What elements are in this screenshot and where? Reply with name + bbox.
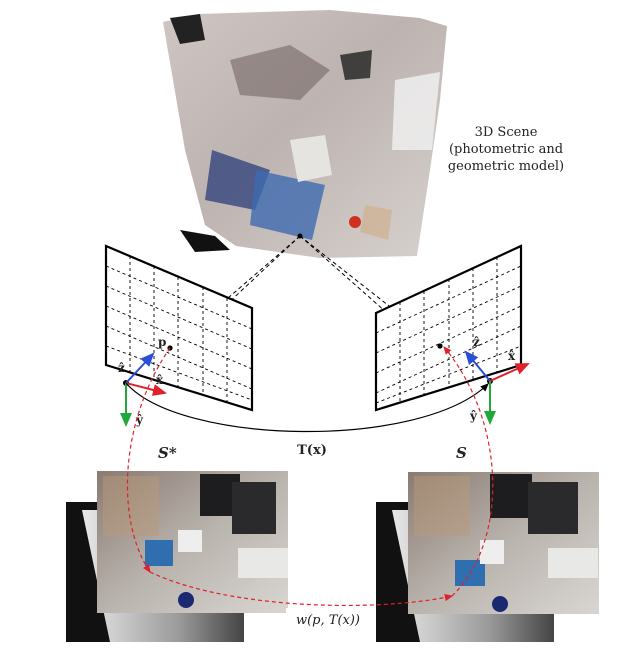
warp-path-left: [126, 347, 171, 573]
right-z-label: ẑ: [473, 335, 480, 349]
left-x-axis: [125, 382, 167, 396]
right-image-plane: [374, 244, 523, 412]
right-x-label: x̂: [508, 349, 516, 363]
transform-arc: [125, 382, 489, 433]
right-projected-point: [437, 343, 443, 349]
scene-subtitle-line1: (photometric and: [449, 142, 563, 157]
scene-title: 3D Scene: [475, 125, 538, 140]
warp-path-right: [443, 346, 494, 597]
left-y-label: ŷ: [135, 413, 144, 427]
scene-point-cloud: [163, 10, 447, 258]
left-z-axis: [125, 352, 155, 384]
left-camera-frame: [120, 352, 167, 427]
warp-path-bottom: [149, 571, 454, 607]
right-surface-label: S: [456, 444, 467, 462]
right-rgb-image: [408, 472, 599, 614]
right-x-axis: [489, 363, 530, 382]
right-z-axis: [464, 350, 491, 382]
right-camera-frame: [464, 350, 530, 425]
left-rgb-image: [97, 471, 288, 613]
left-z-label: ẑ: [118, 361, 125, 375]
scene-subtitle-line2: geometric model): [448, 159, 564, 174]
transform-label: T(x): [297, 443, 327, 458]
left-x-label: x̂: [156, 373, 164, 387]
projected-point-label: p: [158, 335, 166, 349]
left-image-plane: [104, 244, 254, 412]
right-y-label: ŷ: [469, 409, 478, 423]
warp-label: w(p, T(x)): [296, 613, 360, 628]
left-surface-label: S*: [158, 444, 177, 462]
